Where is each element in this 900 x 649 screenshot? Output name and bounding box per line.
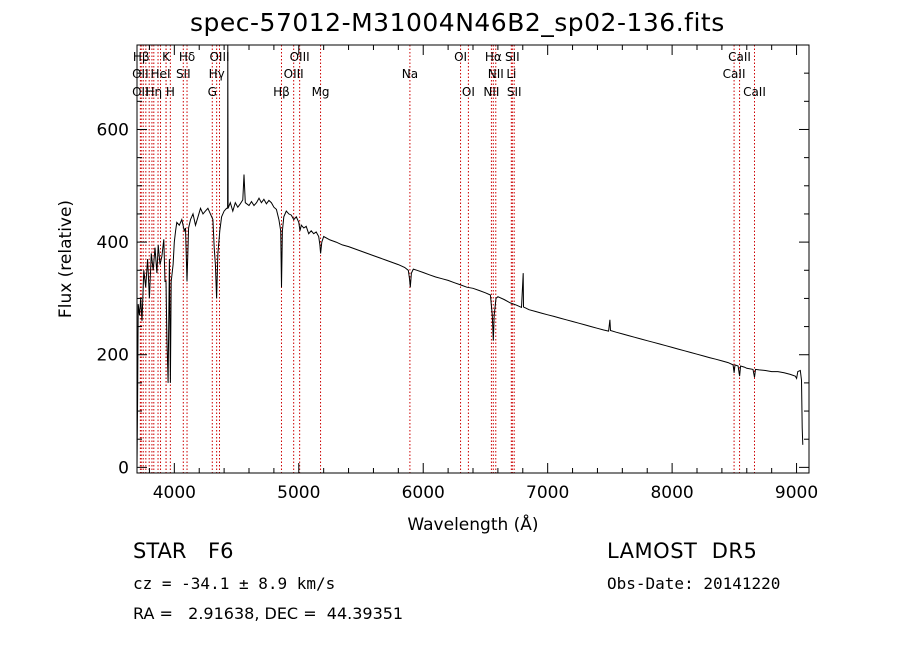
object-class: STAR: [133, 539, 187, 563]
y-tick-label: 0: [118, 458, 129, 478]
line-label: H: [166, 85, 175, 99]
line-label: CaII: [728, 50, 751, 64]
spectrum-line: [136, 44, 804, 468]
line-label: Hγ: [209, 67, 225, 81]
line-label: OI: [462, 85, 475, 99]
line-label: Hα: [485, 50, 502, 64]
line-label: OI: [454, 50, 467, 64]
chart-title: spec-57012-M31004N46B2_sp02-136.fits: [190, 8, 725, 37]
radec-text: RA = 2.91638, DEC = 44.39351: [133, 604, 404, 623]
y-axis-label: Flux (relative): [56, 200, 76, 318]
line-label: NII: [483, 85, 499, 99]
line-label: SII: [507, 85, 522, 99]
line-label: Li: [506, 67, 516, 81]
line-label: Mg: [312, 85, 330, 99]
line-label: K: [162, 50, 171, 64]
line-label: OIII: [284, 67, 304, 81]
line-label: SII: [176, 67, 191, 81]
subclass: F6: [208, 539, 234, 563]
obs-date-text: Obs-Date: 20141220: [607, 574, 781, 593]
line-label: OII: [132, 67, 149, 81]
line-label: CaII: [723, 67, 746, 81]
line-label: CaII: [743, 85, 766, 99]
survey-name: LAMOST DR5: [607, 539, 758, 563]
axis-ticks: 4000 5000 6000 7000 8000 9000 0 200 400 600: [97, 45, 818, 503]
y-tick-label: 400: [97, 233, 129, 253]
line-label: OIII: [290, 50, 310, 64]
x-tick-label: 5000: [277, 483, 320, 503]
x-tick-label: 4000: [153, 483, 196, 503]
plot-frame: [136, 44, 810, 474]
line-label: Hη: [145, 85, 162, 99]
line-label: Hβ: [273, 85, 290, 99]
redshift-text: cz = -34.1 ± 8.9 km/s: [133, 574, 336, 593]
line-label: HeI: [151, 67, 171, 81]
line-label: G: [208, 85, 217, 99]
line-label: Hδ: [179, 50, 195, 64]
line-label: SII: [505, 50, 520, 64]
line-label: Na: [402, 67, 418, 81]
line-label: OIII: [209, 50, 229, 64]
x-axis-label: Wavelength (Å): [407, 513, 538, 535]
line-label: NII: [488, 67, 504, 81]
x-tick-label: 9000: [775, 483, 818, 503]
line-markers: [139, 45, 755, 473]
y-tick-label: 600: [97, 120, 129, 140]
line-label: OII: [132, 85, 149, 99]
y-tick-label: 200: [97, 346, 129, 366]
x-tick-label: 8000: [650, 483, 693, 503]
x-tick-label: 6000: [402, 483, 445, 503]
line-label: Hβ: [133, 50, 150, 64]
x-tick-label: 7000: [526, 483, 569, 503]
